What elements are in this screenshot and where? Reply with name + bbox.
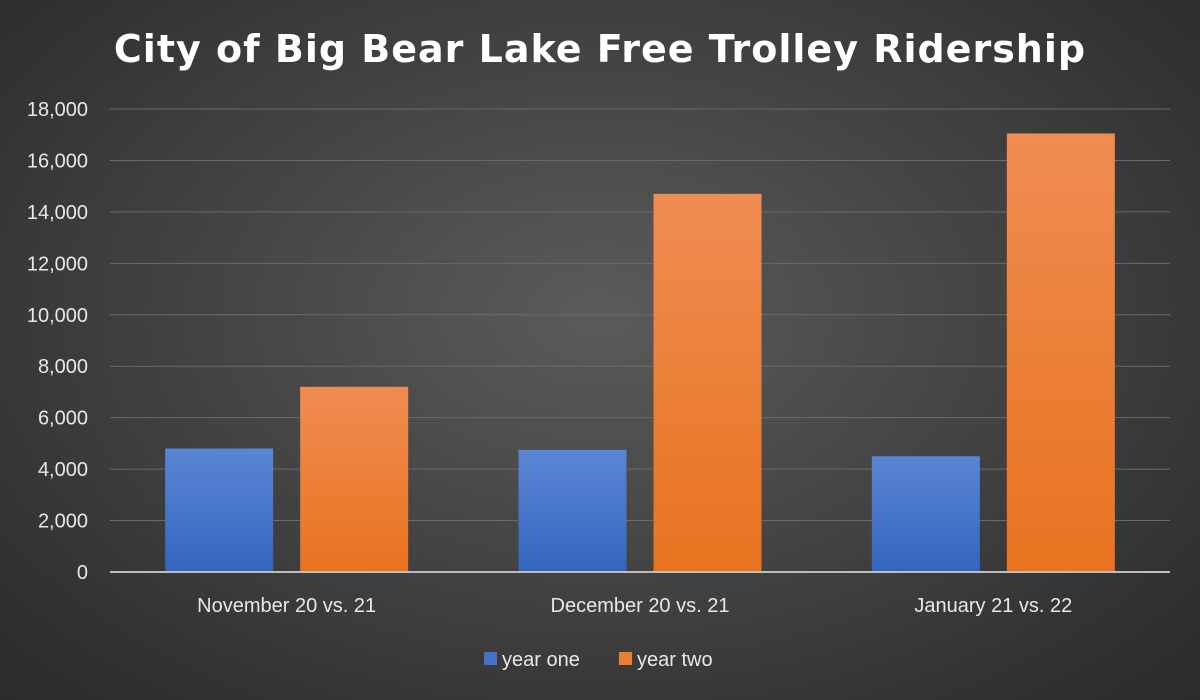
legend: year one year two [484, 649, 713, 671]
y-tick-label: 18,000 [27, 99, 88, 121]
bar-year-one [871, 456, 980, 572]
bar-year-two [653, 193, 762, 572]
x-category-label: November 20 vs. 21 [197, 595, 376, 617]
y-tick-label: 4,000 [38, 459, 88, 481]
y-axis-ticks: 0 2,000 4,000 6,000 8,000 10,000 12,000 14,000 1… [27, 99, 88, 584]
legend-swatch [484, 652, 497, 665]
y-tick-label: 0 [77, 562, 88, 584]
y-tick-label: 12,000 [27, 253, 88, 275]
y-tick-label: 16,000 [27, 150, 88, 172]
x-category-label: December 20 vs. 21 [551, 595, 730, 617]
y-tick-label: 14,000 [27, 202, 88, 224]
x-category-label: January 21 vs. 22 [914, 595, 1072, 617]
legend-label: year one [502, 649, 580, 671]
x-axis-labels: November 20 vs. 21 December 20 vs. 21 Janu… [197, 595, 1072, 617]
bar-year-two [300, 386, 409, 572]
legend-label: year two [637, 649, 713, 671]
y-tick-label: 8,000 [38, 356, 88, 378]
bar-year-two [1006, 133, 1115, 573]
bar-year-one [165, 448, 274, 572]
bar-year-one [518, 449, 627, 572]
chart-title: City of Big Bear Lake Free Trolley Rider… [114, 27, 1086, 71]
gridlines [110, 108, 1170, 522]
legend-swatch [619, 652, 632, 665]
y-tick-label: 6,000 [38, 408, 88, 430]
y-tick-label: 2,000 [38, 511, 88, 533]
bars [165, 133, 1115, 573]
y-tick-label: 10,000 [27, 305, 88, 327]
